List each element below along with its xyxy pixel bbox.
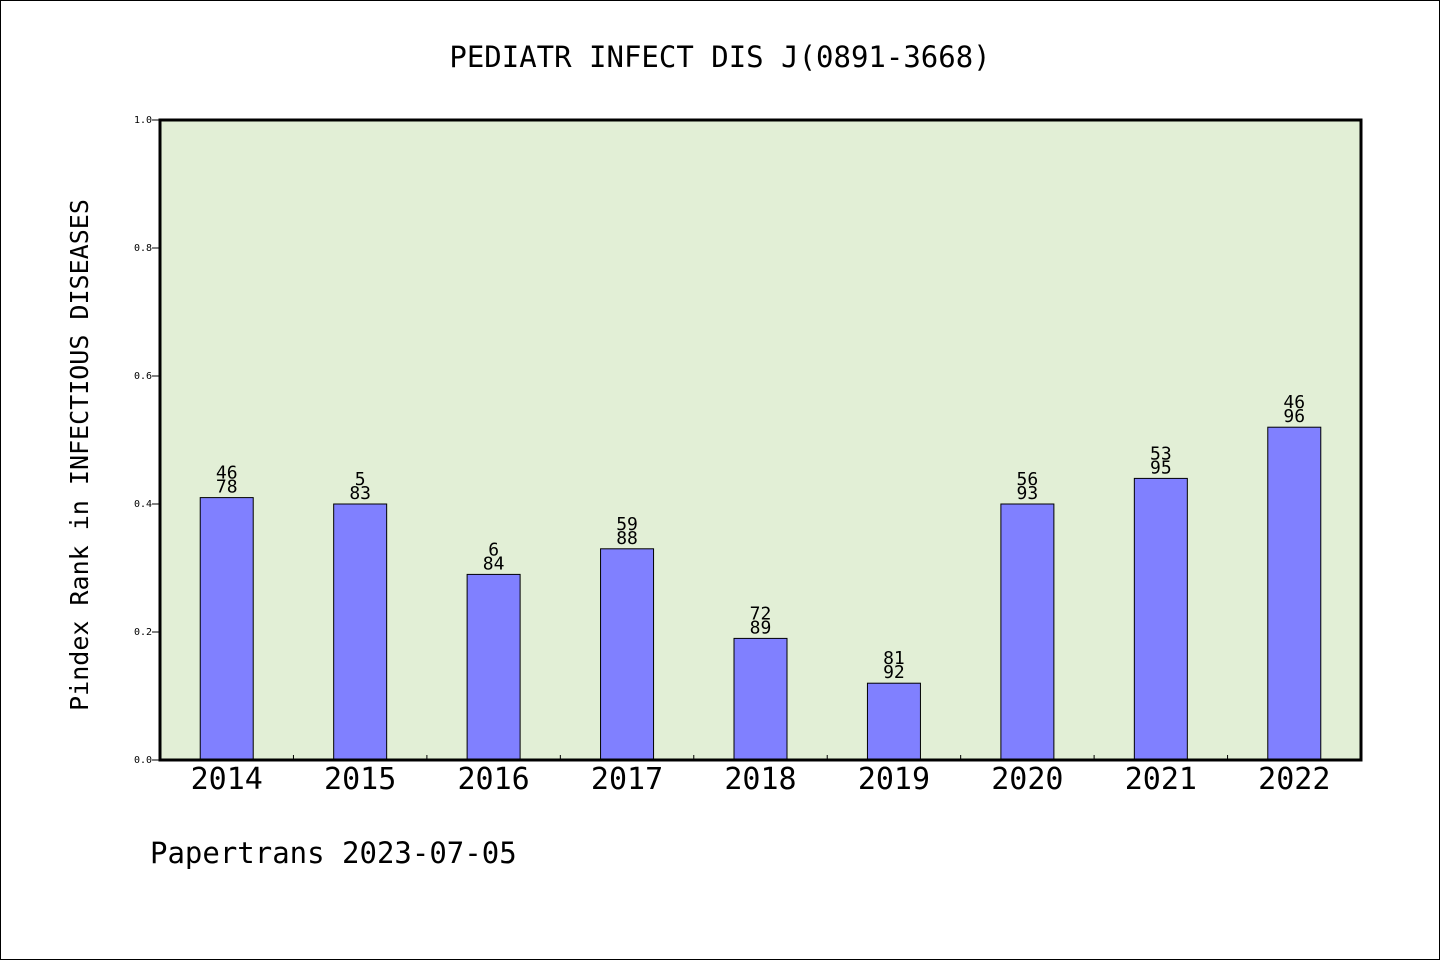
x-tick-label: 2021: [1125, 762, 1197, 797]
y-tick-label: 1.0: [134, 115, 152, 126]
x-tick-label: 2016: [457, 762, 529, 797]
y-axis-label: Pindex Rank in INFECTIOUS DISEASES: [65, 199, 94, 711]
bar-label-top: 6: [488, 539, 499, 560]
y-tick-label: 0.4: [134, 499, 152, 510]
bar-label-top: 81: [883, 648, 905, 669]
y-tick-label: 0.6: [134, 371, 152, 382]
y-axis: 0.0 0.2 0.4 0.6 0.8 1.0: [134, 115, 160, 766]
bar-label-bottom: 89: [750, 617, 772, 638]
bar: [333, 503, 388, 761]
bar-label-bottom: 96: [1283, 406, 1305, 427]
bar-label-top: 56: [1017, 469, 1039, 490]
bar-label-bottom: 83: [349, 483, 371, 504]
bar-label-top: 53: [1150, 443, 1172, 464]
bar-label-top: 59: [616, 514, 638, 535]
x-tick-label: 2017: [591, 762, 663, 797]
x-tick-label: 2022: [1258, 762, 1330, 797]
bar-label-top: 46: [216, 463, 238, 484]
bar: [199, 497, 254, 761]
y-tick-label: 0.2: [134, 627, 152, 638]
bar-label-top: 72: [750, 603, 772, 624]
x-tick-label: 2019: [858, 762, 930, 797]
x-tick-label: 2018: [724, 762, 796, 797]
plot-border: [158, 118, 1363, 762]
y-tick-label: 0.0: [134, 755, 152, 766]
bar-label-bottom: 92: [883, 662, 905, 683]
bar: [1133, 477, 1188, 761]
bar-label-bottom: 84: [483, 553, 505, 574]
bar-label-bottom: 88: [616, 528, 638, 549]
chart-title: PEDIATR INFECT DIS J(0891-3668): [449, 40, 990, 74]
bar-label-top: 46: [1283, 392, 1305, 413]
bar-label-top: 5: [355, 469, 366, 490]
bar: [866, 682, 921, 761]
x-tick-label: 2014: [191, 762, 263, 797]
x-tick-label: 2015: [324, 762, 396, 797]
bar-label-bottom: 93: [1017, 483, 1039, 504]
bar-label-bottom: 78: [216, 477, 238, 498]
bar: [733, 637, 788, 761]
bar: [1000, 503, 1055, 761]
bar-label-bottom: 95: [1150, 457, 1172, 478]
x-axis: 2014 2015 2016 2017 2018 2019 2020 2021 2022: [191, 755, 1330, 797]
bar: [1267, 426, 1322, 761]
x-tick-label: 2020: [991, 762, 1063, 797]
bar: [466, 573, 521, 761]
footer-text: Papertrans 2023-07-05: [150, 836, 517, 870]
bar: [600, 548, 655, 761]
y-tick-label: 0.8: [134, 243, 152, 254]
